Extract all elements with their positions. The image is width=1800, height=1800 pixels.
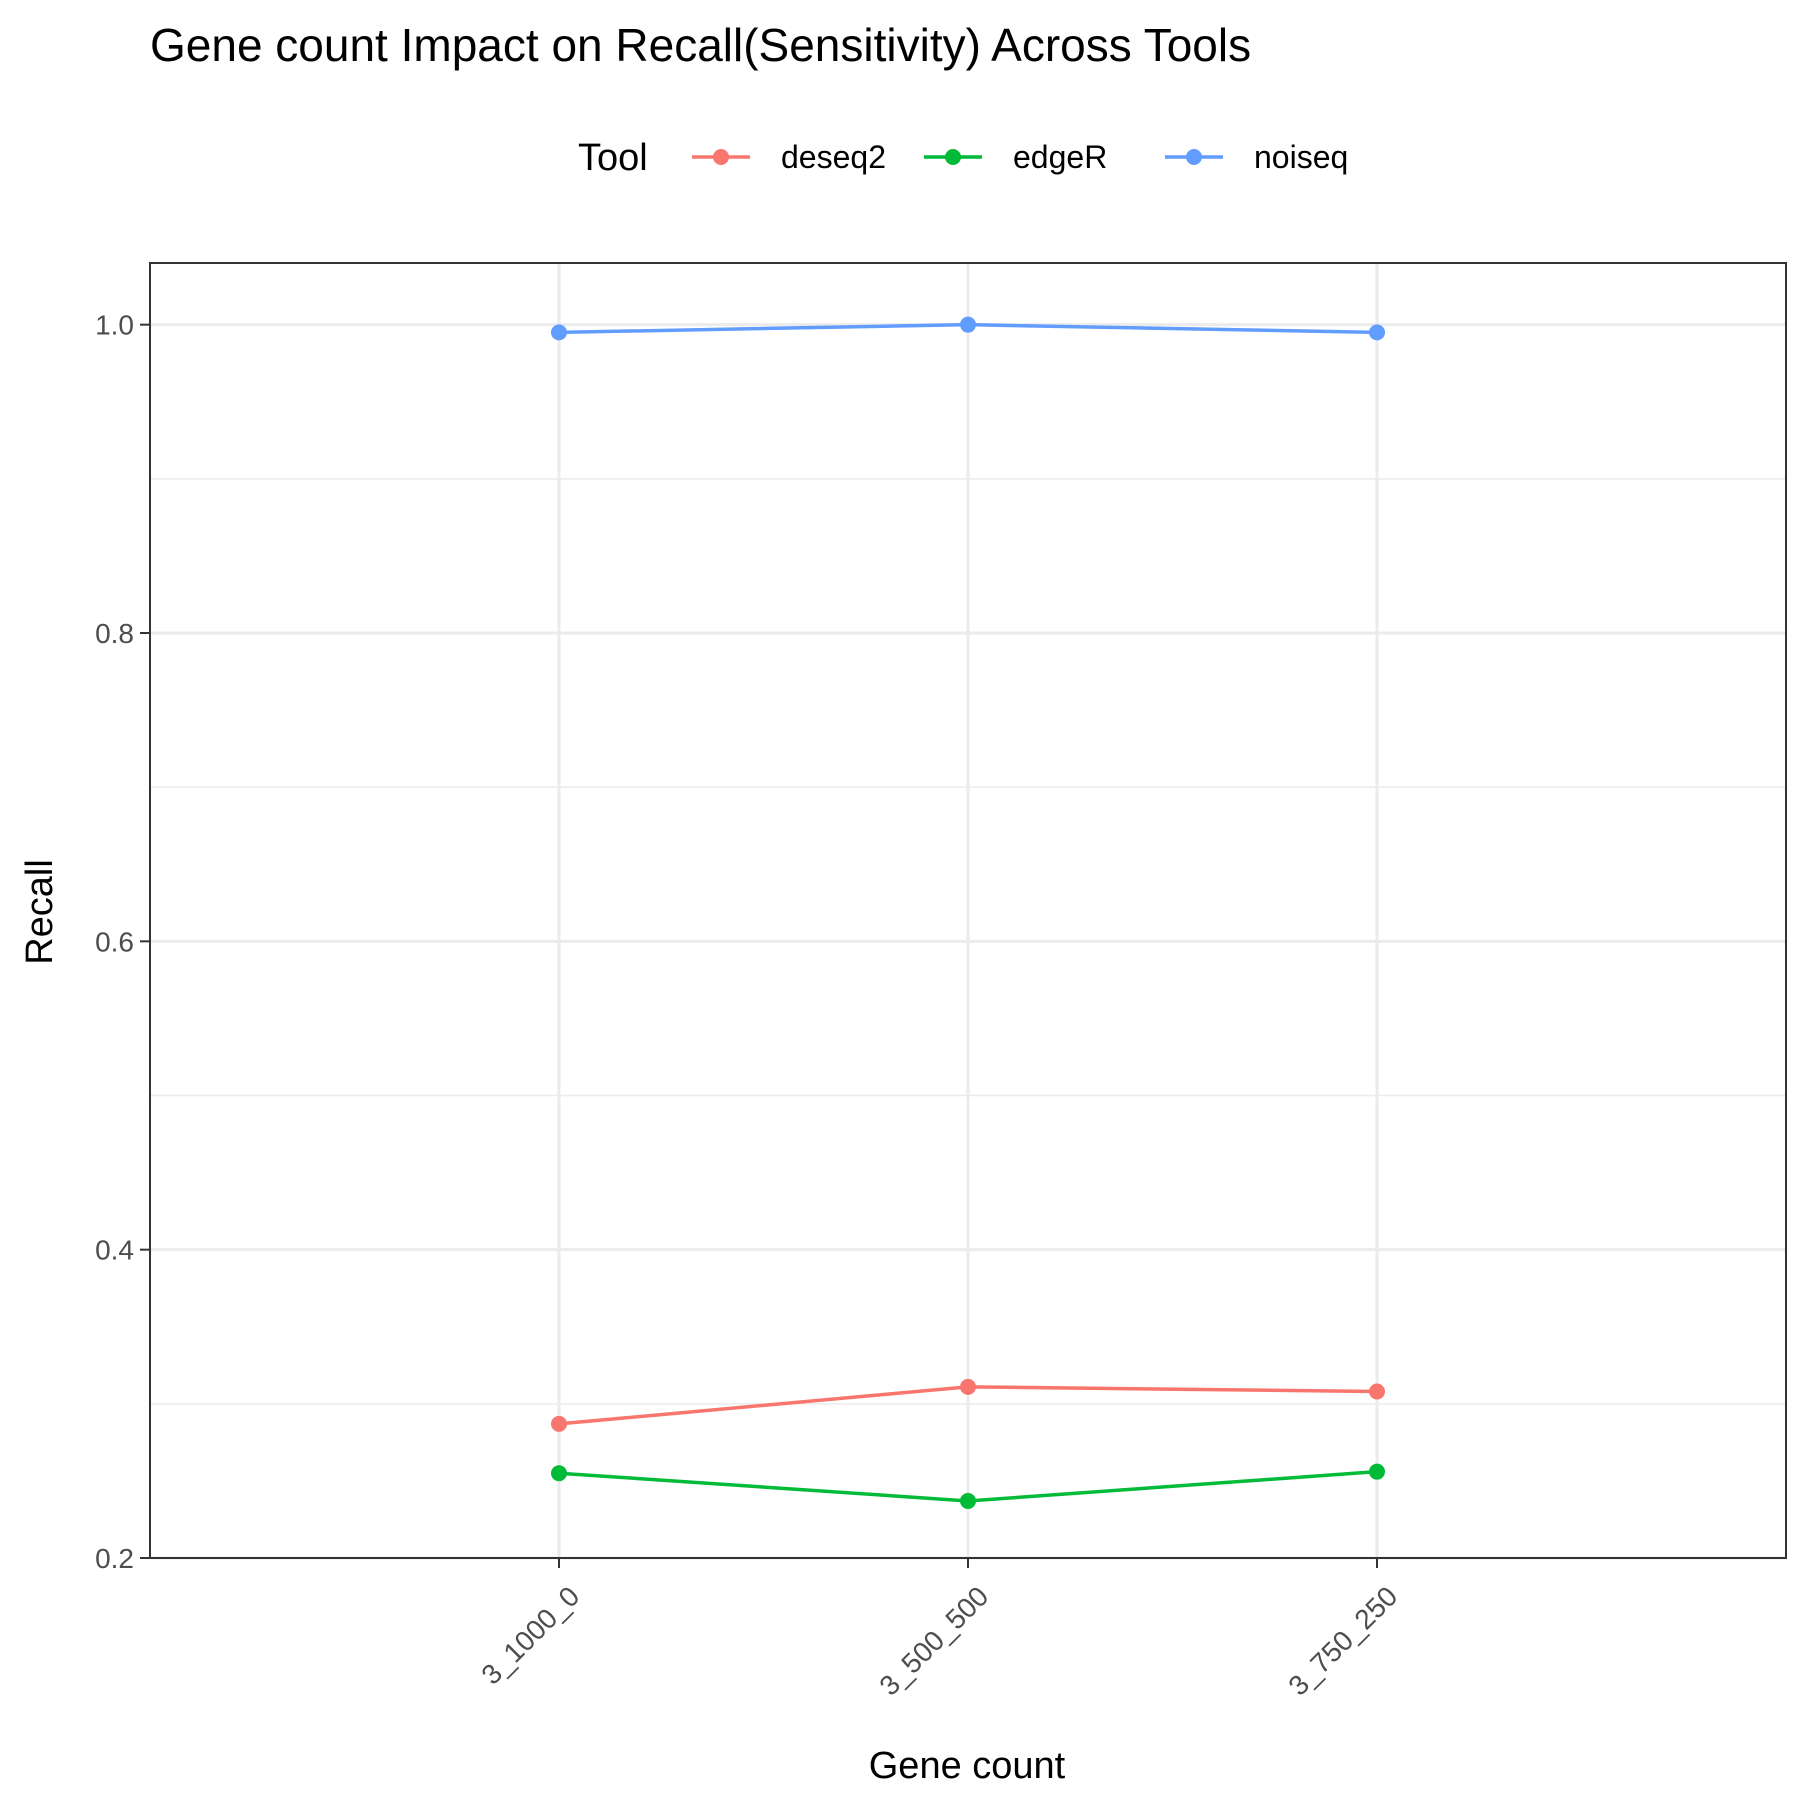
legend-item-deseq2: deseq2 [692, 139, 886, 175]
data-point-deseq2 [960, 1378, 976, 1395]
axes: 0.2 0.4 0.6 0.8 1.0 3_1000_0 3_500_500 3_750_25… [95, 310, 1403, 1702]
legend-label: noiseq [1254, 139, 1348, 175]
x-axis-title: Gene count [869, 1745, 1066, 1787]
x-tick-label: 3_750_250 [1282, 1580, 1403, 1701]
data-point-edgeR [1369, 1463, 1385, 1480]
series-layer [551, 316, 1385, 1509]
y-tick-label: 0.2 [95, 1543, 134, 1574]
legend-label: edgeR [1013, 139, 1107, 175]
grid [150, 263, 1786, 1560]
legend: Tool deseq2 edgeR noiseq [578, 137, 1348, 179]
legend-key-point [945, 149, 961, 165]
y-tick-label: 1.0 [95, 310, 134, 341]
y-axis-title: Recall [19, 859, 61, 965]
legend-label: deseq2 [781, 139, 886, 175]
y-tick-label: 0.8 [95, 618, 134, 649]
legend-item-noiseq: noiseq [1165, 139, 1348, 175]
legend-key-point [713, 149, 729, 165]
data-point-edgeR [551, 1465, 567, 1482]
legend-title: Tool [578, 137, 648, 179]
data-point-noiseq [960, 316, 976, 333]
data-point-deseq2 [1369, 1383, 1385, 1400]
legend-key-point [1186, 149, 1202, 165]
x-tick-label: 3_500_500 [873, 1580, 994, 1701]
y-tick-label: 0.4 [95, 1235, 134, 1266]
data-point-deseq2 [551, 1415, 567, 1432]
x-tick-label: 3_1000_0 [475, 1580, 585, 1690]
chart-title: Gene count Impact on Recall(Sensitivity)… [150, 19, 1251, 71]
data-point-noiseq [1369, 324, 1385, 341]
y-tick-label: 0.6 [95, 926, 134, 957]
data-point-noiseq [551, 324, 567, 341]
legend-item-edgeR: edgeR [924, 139, 1107, 175]
data-point-edgeR [960, 1492, 976, 1509]
